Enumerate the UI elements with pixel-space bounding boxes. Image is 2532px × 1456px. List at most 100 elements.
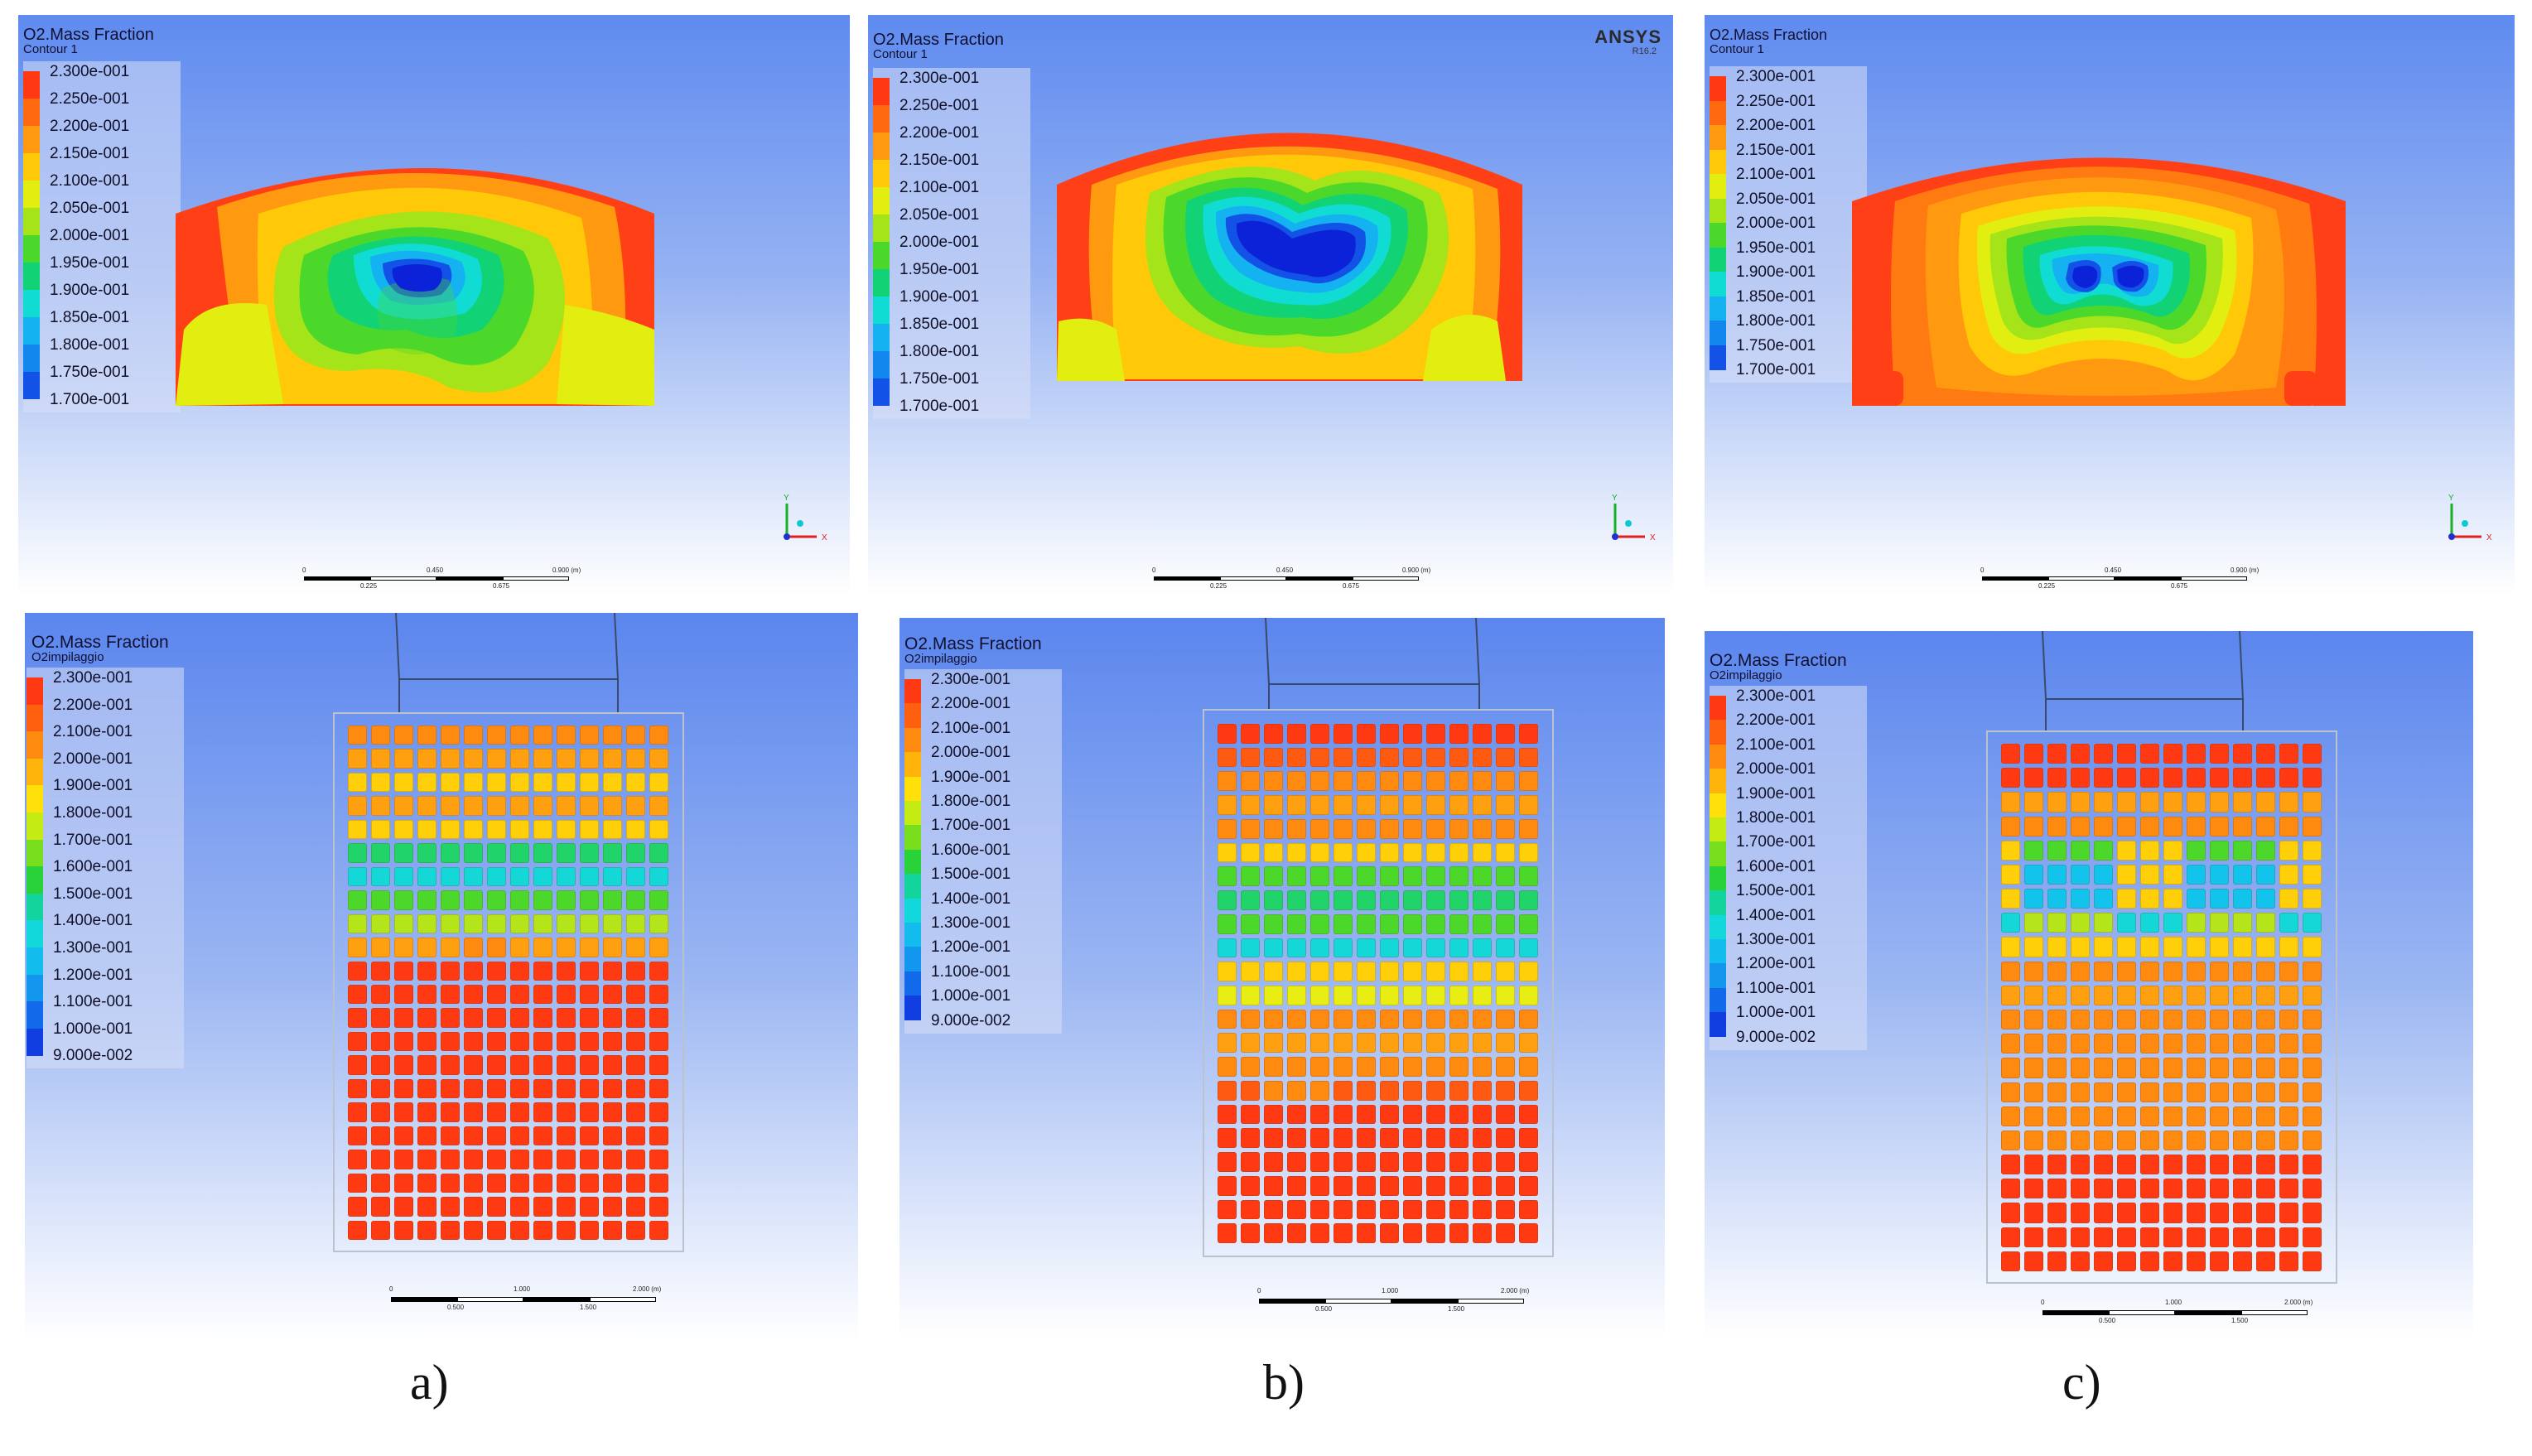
- grid-cell: [2279, 985, 2298, 1005]
- grid-cell: [2117, 937, 2136, 957]
- grid-cell: [1264, 1152, 1283, 1172]
- grid-cell: [1473, 962, 1492, 981]
- grid-cell: [1496, 1199, 1515, 1220]
- grid-cell: [2001, 1227, 2020, 1247]
- grid-cell: [1426, 724, 1445, 744]
- grid-cell: [649, 772, 668, 793]
- grid-cell: [1287, 1175, 1306, 1196]
- legend-swatch: [904, 679, 921, 704]
- grid-cell: [2094, 1058, 2113, 1078]
- legend-swatch: [27, 839, 43, 867]
- legend-label: 1.700e-001: [50, 391, 130, 408]
- grid-cell: [1519, 1128, 1538, 1149]
- legend-label: 1.800e-001: [53, 804, 133, 822]
- grid-cell: [2210, 889, 2229, 909]
- grid-cell: [1380, 914, 1399, 934]
- grid-cell: [1334, 1152, 1353, 1172]
- grid-cell: [1449, 1152, 1469, 1172]
- legend-swatch: [1710, 890, 1726, 916]
- grid-cell: [2140, 1058, 2159, 1078]
- grid-cell: [557, 866, 576, 887]
- grid-cell: [2117, 792, 2136, 812]
- grid-cell: [417, 726, 436, 745]
- grid-cell: [2256, 961, 2275, 981]
- grid-cell: [487, 819, 506, 840]
- grid-cell: [2071, 1227, 2090, 1247]
- grid-cell: [2071, 1155, 2090, 1175]
- grid-cell: [2279, 1082, 2298, 1102]
- grid-cell: [533, 726, 552, 745]
- legend-swatch: [27, 1028, 43, 1056]
- legend-background: [873, 68, 1030, 419]
- scale-label: 0.675: [2171, 582, 2188, 590]
- grid-cell: [2071, 768, 2090, 788]
- grid-cell: [580, 1078, 599, 1099]
- grid-cell: [1519, 890, 1538, 910]
- grid-cell: [649, 1150, 668, 1169]
- axis-triad: Y X: [784, 494, 827, 542]
- grid-cell: [580, 726, 599, 745]
- grid-cell: [1426, 1128, 1445, 1149]
- grid-cell: [464, 843, 483, 863]
- grid-cell: [2233, 1227, 2252, 1247]
- legend-label: 1.850e-001: [1736, 287, 1816, 306]
- legend-label: 2.250e-001: [899, 97, 980, 114]
- scale-label: 0: [1152, 566, 1156, 574]
- grid-cell: [557, 1102, 576, 1122]
- grid-cell: [2187, 1179, 2206, 1199]
- grid-cell: [1218, 1199, 1237, 1220]
- legend-swatch: [904, 923, 921, 947]
- grid-cell: [1264, 1009, 1283, 1029]
- grid-cell: [1380, 866, 1399, 887]
- grid-cell: [371, 1197, 390, 1217]
- legend-label: 2.150e-001: [1736, 141, 1816, 159]
- legend-swatch: [1710, 793, 1726, 818]
- grid-cell: [2163, 744, 2182, 764]
- grid-cell: [1218, 1104, 1237, 1125]
- grid-cell: [1264, 771, 1283, 792]
- grid-cell: [1287, 1080, 1306, 1101]
- grid-cell: [1380, 842, 1399, 863]
- grid-cell: [1241, 866, 1260, 887]
- grid-cell: [510, 726, 529, 745]
- grid-cell: [1357, 1009, 1376, 1029]
- grid-cell: [2163, 1034, 2182, 1054]
- grid-cell: [2233, 1010, 2252, 1030]
- grid-cell: [2256, 1010, 2275, 1030]
- grid-cell: [1496, 866, 1515, 887]
- grid-cell: [2303, 744, 2322, 764]
- grid-cell: [603, 1078, 622, 1099]
- legend-background: [1710, 686, 1867, 1050]
- grid-cell: [510, 1008, 529, 1028]
- grid-cell: [2163, 985, 2182, 1005]
- grid-cell: [649, 1173, 668, 1193]
- grid-cell: [2140, 1203, 2159, 1223]
- grid-cell: [441, 1126, 460, 1146]
- grid-cell: [603, 1126, 622, 1146]
- grid-cell: [1519, 724, 1538, 744]
- grid-cell: [464, 985, 483, 1005]
- grid-cell: [2210, 985, 2229, 1005]
- grid-cell: [1334, 818, 1353, 839]
- legend-label: 1.950e-001: [899, 261, 980, 278]
- grid-cell: [1496, 842, 1515, 863]
- grid-cell: [2047, 1251, 2067, 1271]
- grid-cell: [394, 985, 413, 1005]
- grid-cell: [2117, 864, 2136, 885]
- legend-label: 1.750e-001: [50, 364, 130, 381]
- legend-label: 2.250e-001: [1736, 92, 1816, 110]
- cell-grid: [1999, 742, 2324, 1274]
- grid-cell: [1241, 1175, 1260, 1196]
- grid-cell: [1218, 724, 1237, 744]
- grid-cell: [1380, 1033, 1399, 1053]
- legend-subtitle: O2impilaggio: [1710, 668, 1782, 682]
- grid-cell: [348, 1102, 367, 1122]
- grid-cell: [2163, 1082, 2182, 1102]
- legend-title: O2.Mass Fraction: [1710, 27, 1828, 43]
- grid-cell: [1241, 962, 1260, 981]
- grid-cell: [2001, 913, 2020, 933]
- grid-cell: [510, 1150, 529, 1169]
- grid-cell: [2279, 1058, 2298, 1078]
- grid-cell: [394, 890, 413, 910]
- grid-cell: [417, 985, 436, 1005]
